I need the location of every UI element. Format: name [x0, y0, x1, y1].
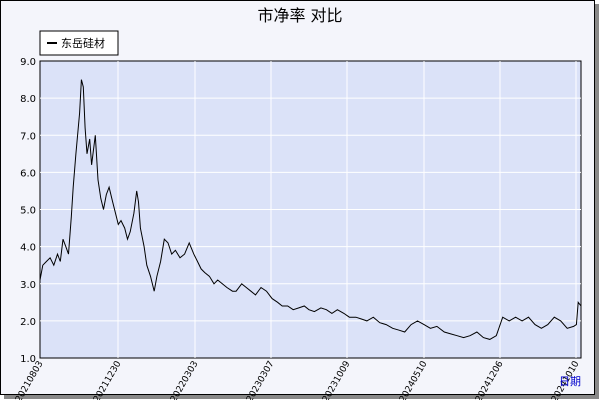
legend-entry-label: 东岳硅材: [61, 36, 105, 50]
x-tick-labels: 20210803 20211230 20220303 20230307 20231009…: [14, 359, 582, 400]
y-tick-labels: 1.0 2.0 3.0 4.0 5.0 6.0 7.0 8.0 9.0: [20, 57, 36, 365]
x-tick-label: 20211230: [92, 359, 124, 400]
x-tick-label: 20240510: [398, 359, 430, 400]
legend: 东岳硅材: [39, 30, 119, 56]
y-tick-label: 8.0: [20, 94, 36, 105]
y-tick-label: 9.0: [20, 57, 36, 68]
horizontal-gridlines: [40, 97, 581, 322]
x-axis-name: 日期: [559, 375, 581, 388]
x-tick-label: 20210803: [14, 360, 46, 400]
y-tick-label: 4.0: [20, 243, 36, 254]
chart-title: 市净率 对比: [257, 6, 342, 25]
y-tick-label: 7.0: [20, 131, 36, 142]
y-tick-label: 2.0: [20, 317, 36, 328]
x-tick-label: 20230307: [245, 360, 277, 400]
y-tick-label: 6.0: [20, 168, 36, 179]
x-tick-label: 20241206: [474, 359, 506, 400]
x-tick-label: 20220303: [169, 360, 201, 400]
x-tick-label: 20231009: [321, 359, 353, 400]
series-line-dongyue-silicon: [39, 79, 582, 340]
y-tick-label: 1.0: [20, 354, 36, 365]
y-tick-label: 3.0: [20, 280, 36, 291]
y-tick-label: 5.0: [20, 206, 36, 217]
